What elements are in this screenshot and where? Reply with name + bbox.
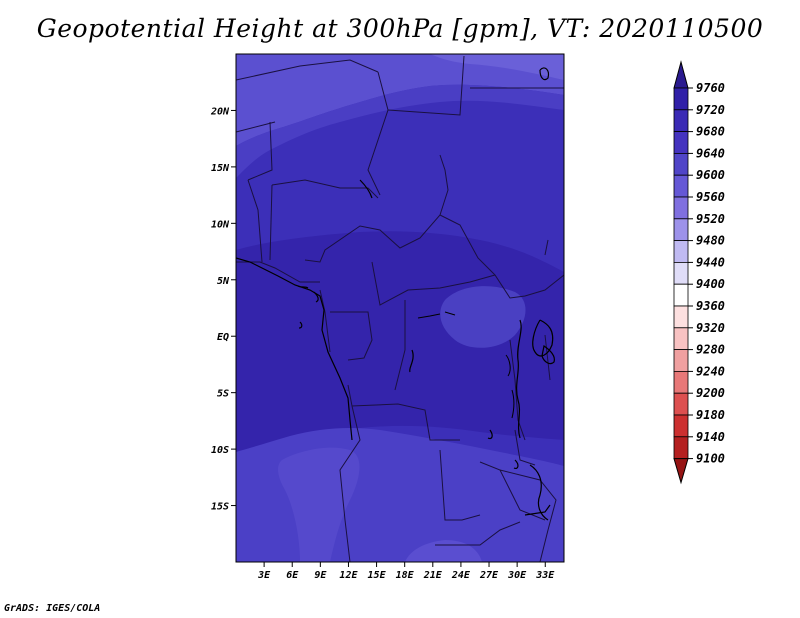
lat-tick-label: 10S xyxy=(211,445,229,456)
lon-tick-label: 30E xyxy=(507,570,527,581)
height-contour-north-9640 xyxy=(236,84,564,178)
lon-tick-label: 15E xyxy=(368,570,387,581)
colorbar-label: 9640 xyxy=(696,146,725,160)
colorbar-swatch xyxy=(673,109,689,133)
colorbar: 9760 9720 9680 9640 9600 9560 9520 9480 9440 9400… xyxy=(673,60,725,485)
lon-tick-label: 3E xyxy=(257,570,271,581)
colorbar-swatch xyxy=(673,174,689,198)
lakes xyxy=(417,311,515,419)
height-contour-central-9680 xyxy=(236,231,564,452)
colorbar-label: 9400 xyxy=(696,277,725,291)
lon-tick-label: 27E xyxy=(479,570,499,581)
height-contour-south-9600 xyxy=(278,447,360,562)
lat-tick-label: 20N xyxy=(210,106,230,117)
colorbar-swatch xyxy=(673,436,689,459)
lon-tick-label: 33E xyxy=(535,570,555,581)
colorbar-swatch xyxy=(673,240,689,263)
lon-tick-label: 9E xyxy=(314,570,327,581)
country-borders xyxy=(236,55,564,562)
map-panel xyxy=(236,54,564,562)
lon-tick-label: 21E xyxy=(423,570,443,581)
longitude-axis: 3E 6E 9E 12E 15E 18E 21E 24E 27E 30E 33E xyxy=(257,562,555,581)
colorbar-bottom-arrow xyxy=(673,458,689,485)
colorbar-swatch xyxy=(673,218,689,242)
lat-tick-label: 10N xyxy=(211,219,230,230)
lat-tick-label: 5S xyxy=(217,389,229,400)
grads-credit: GrADS: IGES/COLA xyxy=(4,603,101,614)
colorbar-label: 9240 xyxy=(696,364,725,378)
colorbar-label: 9600 xyxy=(696,168,725,182)
colorbar-swatch xyxy=(673,131,689,154)
colorbar-swatch xyxy=(673,414,689,438)
colorbar-swatch xyxy=(673,196,689,220)
colorbar-label: 9760 xyxy=(696,81,725,95)
chart-title: Geopotential Height at 300hPa [gpm], VT:… xyxy=(36,14,764,43)
colorbar-label: 9180 xyxy=(696,408,725,422)
colorbar-swatch xyxy=(673,327,689,350)
colorbar-label: 9440 xyxy=(696,255,725,269)
height-contour-east-patch xyxy=(440,286,526,348)
colorbar-swatch xyxy=(673,370,689,394)
colorbar-swatch xyxy=(673,261,689,285)
colorbar-swatch xyxy=(673,392,689,416)
height-contour-north-9600 xyxy=(236,54,564,146)
colorbar-label: 9480 xyxy=(696,234,725,248)
lon-tick-label: 12E xyxy=(339,570,358,581)
colorbar-label: 9720 xyxy=(696,103,725,117)
colorbar-swatch xyxy=(673,152,689,176)
colorbar-label: 9320 xyxy=(696,321,725,335)
colorbar-label: 9140 xyxy=(696,430,725,444)
colorbar-swatch xyxy=(673,349,689,372)
lon-tick-label: 18E xyxy=(396,570,415,581)
colorbar-swatch xyxy=(673,87,689,111)
colorbar-label: 9360 xyxy=(696,299,725,313)
colorbar-label: 9560 xyxy=(696,190,725,204)
colorbar-label: 9280 xyxy=(696,343,725,357)
map-frame xyxy=(235,53,565,563)
lat-tick-label: 5N xyxy=(217,276,230,287)
colorbar-top-arrow xyxy=(673,60,689,89)
lat-tick-label: EQ xyxy=(217,332,229,343)
colorbar-label: 9100 xyxy=(696,452,725,466)
latitude-axis: 20N 15N 10N 5N EQ 5S 10S 15S xyxy=(210,106,236,513)
colorbar-label: 9520 xyxy=(696,212,725,226)
coastlines xyxy=(236,67,555,521)
lon-tick-label: 24E xyxy=(451,570,471,581)
colorbar-label: 9200 xyxy=(696,386,725,400)
lon-tick-label: 6E xyxy=(286,570,299,581)
colorbar-swatch xyxy=(673,283,689,307)
lat-tick-label: 15N xyxy=(211,163,230,174)
colorbar-label: 9680 xyxy=(696,125,725,139)
lat-tick-label: 15S xyxy=(211,502,229,513)
colorbar-swatch xyxy=(673,305,689,329)
